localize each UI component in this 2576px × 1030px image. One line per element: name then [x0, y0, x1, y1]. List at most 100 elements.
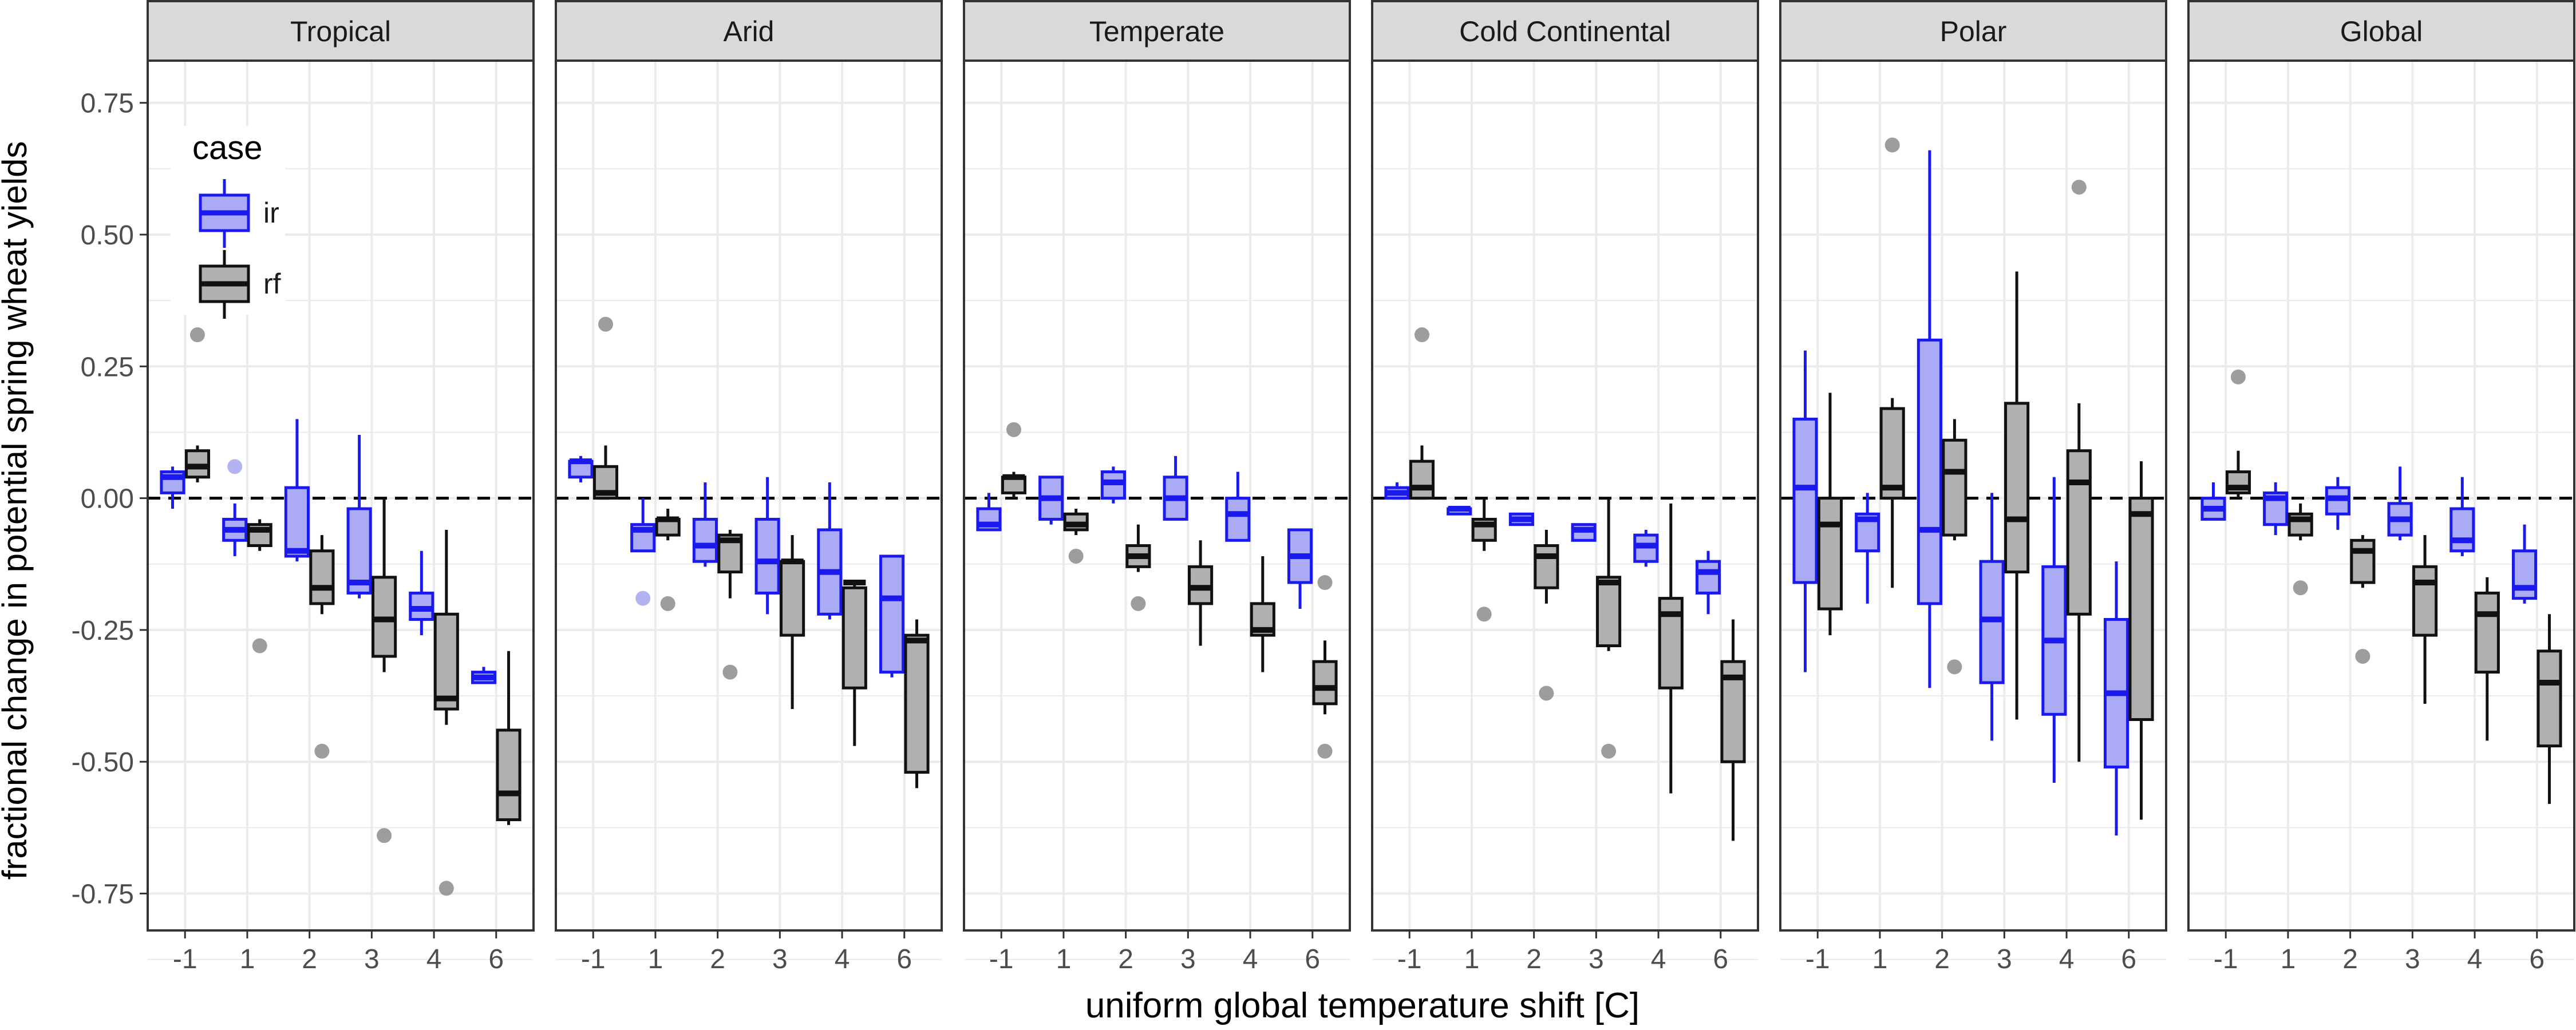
ir-box-body — [879, 554, 905, 674]
ir-box — [630, 498, 656, 553]
rf-outlier-point — [1476, 607, 1492, 622]
rf-box-body — [2128, 497, 2154, 722]
rf-outlier-point — [252, 638, 267, 653]
rf-box-body — [309, 549, 335, 605]
ir-box — [879, 554, 905, 678]
rf-outlier-point — [2071, 180, 2087, 195]
x-tick-label: -1 — [1397, 944, 1422, 974]
rf-box — [372, 498, 397, 672]
rf-outlier-point — [660, 596, 675, 611]
y-tick-label: -0.75 — [72, 880, 134, 910]
facet-strip-label: Global — [2340, 15, 2423, 47]
rf-box-body — [496, 728, 521, 822]
x-tick-label: -1 — [989, 944, 1014, 974]
rf-box-body — [780, 560, 805, 637]
x-tick-label: 6 — [1305, 944, 1320, 974]
legend-entry-label: rf — [263, 268, 281, 300]
rf-outlier-point — [189, 327, 205, 343]
x-tick-label: 3 — [364, 944, 380, 974]
rf-box-body — [433, 612, 459, 711]
x-tick-label: 4 — [2467, 944, 2483, 974]
rf-box-body — [904, 633, 930, 774]
y-tick-label: 0.00 — [81, 484, 134, 514]
y-tick-label: 0.50 — [81, 220, 134, 251]
rf-box — [717, 529, 743, 599]
ir-box-body — [1695, 560, 1721, 595]
legend-key-ir: ir — [199, 179, 279, 248]
facet-panel: Tropical -1 1 2 3 4 6 — [147, 0, 535, 974]
x-tick-label: 2 — [1526, 944, 1542, 974]
ir-box — [754, 477, 780, 615]
rf-box — [592, 445, 619, 500]
rf-box — [780, 535, 805, 710]
x-tick-label: 1 — [648, 944, 663, 974]
ir-box-body — [346, 507, 372, 595]
panel-background — [964, 61, 1350, 930]
ir-box — [471, 667, 497, 684]
ir-box — [1792, 350, 1818, 672]
panel-background — [1780, 61, 2166, 930]
x-tick-label: -1 — [581, 944, 606, 974]
ir-box-body — [1792, 417, 1818, 584]
ir-box — [222, 503, 248, 556]
rf-outlier-point — [1131, 596, 1146, 611]
rf-outlier-point — [1414, 327, 1429, 343]
rf-box — [2004, 271, 2030, 720]
x-tick-label: 3 — [1997, 944, 2012, 974]
rf-box — [655, 509, 681, 541]
rf-box — [1188, 540, 1214, 646]
ir-box — [2325, 477, 2350, 530]
ir-box — [1695, 550, 1721, 615]
y-tick-label: -0.25 — [72, 616, 134, 646]
x-tick-label: 2 — [1934, 944, 1950, 974]
rf-outlier-point — [2230, 369, 2246, 385]
rf-box — [1063, 509, 1089, 536]
rf-box-body — [2350, 538, 2376, 584]
ir-box — [2449, 477, 2475, 556]
x-tick-label: 1 — [1056, 944, 1072, 974]
rf-box — [1817, 393, 1843, 636]
legend: case ir rf — [171, 126, 285, 319]
ir-box — [2200, 482, 2226, 521]
rf-box — [2287, 503, 2313, 541]
x-tick-label: 4 — [2059, 944, 2075, 974]
ir-box — [2041, 477, 2067, 783]
ir-box — [1163, 455, 1188, 521]
ir-box-body — [284, 486, 310, 558]
ir-box — [346, 435, 372, 599]
ir-box-body — [754, 517, 780, 595]
x-tick-label: 2 — [1118, 944, 1133, 974]
ir-box — [409, 550, 434, 636]
rf-box — [2412, 535, 2438, 704]
rf-box — [1471, 498, 1497, 551]
x-tick-label: 4 — [426, 944, 442, 974]
rf-box-body — [1534, 544, 1559, 589]
rf-box-body — [1312, 660, 1338, 706]
facet-strip-label: Cold Continental — [1459, 15, 1671, 47]
rf-outlier-point — [314, 743, 330, 759]
ir-box — [1100, 466, 1126, 504]
rf-box — [1125, 524, 1151, 572]
facet-strip — [147, 0, 535, 62]
facet-panel: Global -1 1 2 3 4 6 — [2187, 0, 2575, 974]
rf-box-body — [2537, 649, 2562, 748]
x-tick-label: 1 — [1872, 944, 1888, 974]
rf-box — [1534, 529, 1559, 604]
x-tick-label: -1 — [173, 944, 197, 974]
ir-box — [1571, 523, 1597, 542]
y-tick-label: -0.50 — [72, 747, 134, 778]
legend-key-rf: rf — [199, 250, 281, 319]
panel-background — [2188, 61, 2574, 930]
rf-box — [496, 651, 521, 825]
x-tick-label: 1 — [1464, 944, 1480, 974]
ir-box — [2511, 524, 2538, 604]
ir-box-body — [2449, 507, 2475, 553]
rf-box — [2066, 403, 2092, 762]
panels-layer: Tropical -1 1 2 3 4 6 Arid -1 1 2 3 4 6 Temperate -1 1 2 3… — [147, 0, 2575, 974]
rf-box — [1001, 472, 1027, 498]
legend-title: case — [192, 129, 263, 167]
y-axis-title: fractional change in potential spring wh… — [0, 141, 34, 880]
facet-strip-label: Polar — [1940, 15, 2007, 47]
ir-box-body — [1917, 338, 1942, 605]
